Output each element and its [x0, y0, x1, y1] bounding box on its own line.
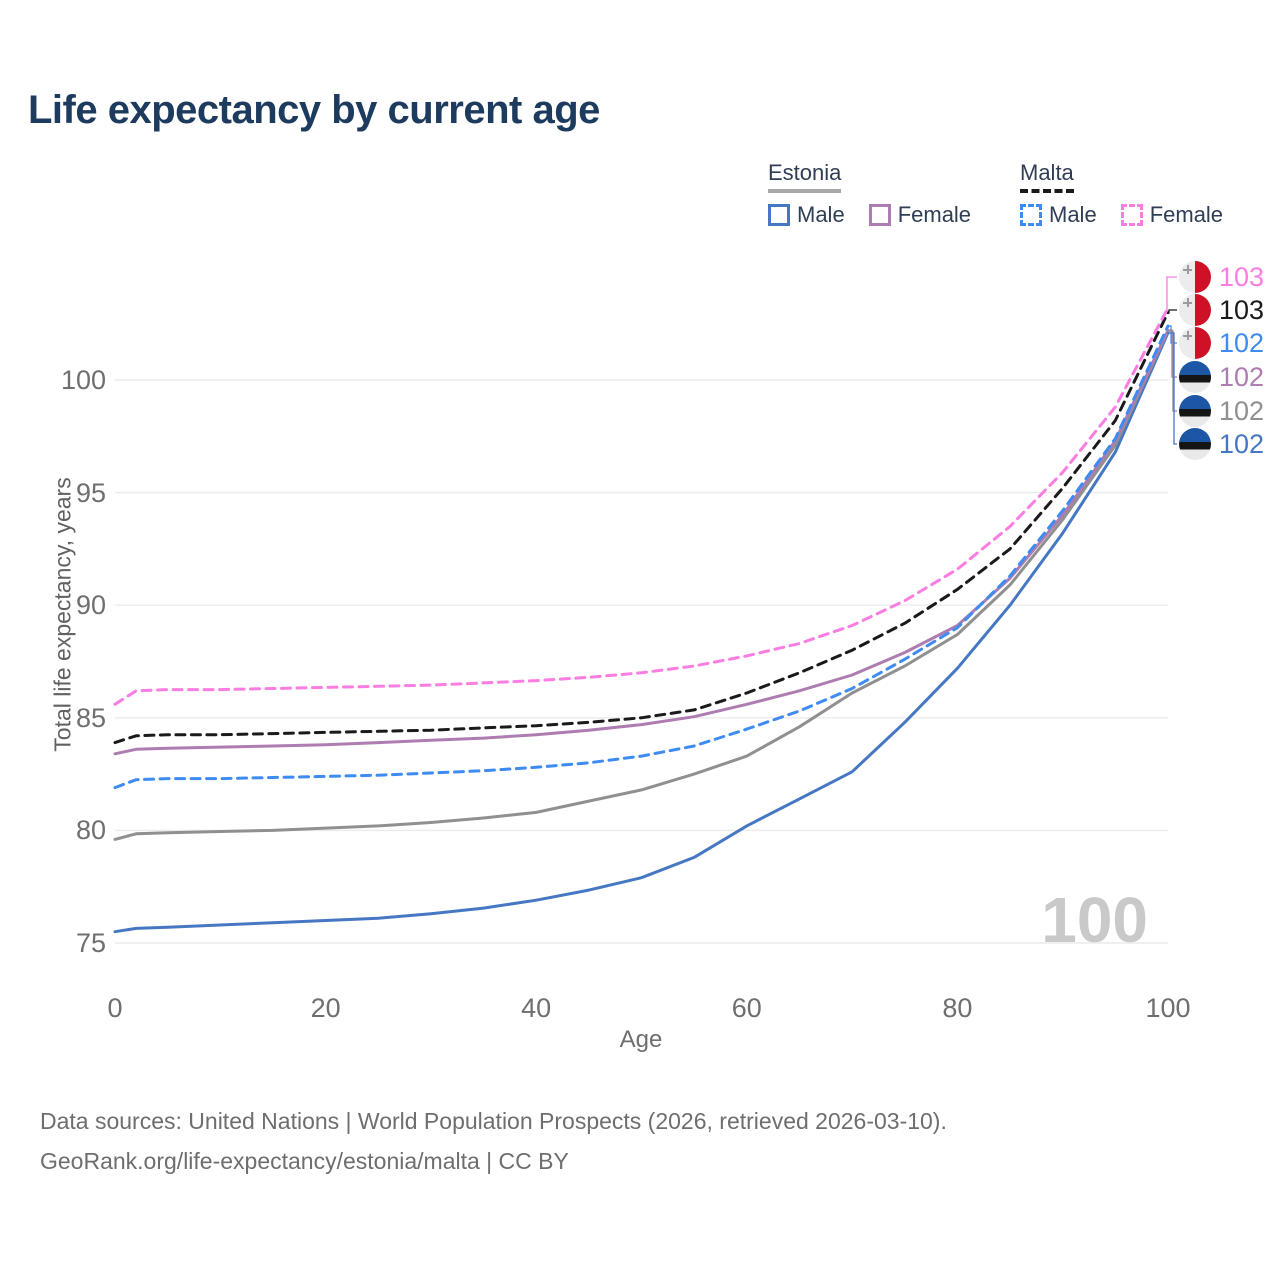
- legend-swatch-icon: [768, 204, 790, 226]
- legend-item-label: Female: [897, 202, 972, 227]
- end-label-row: 102: [1179, 327, 1264, 359]
- legend-item-malta-female[interactable]: Female: [1120, 202, 1224, 228]
- x-tick-label-60: 60: [731, 993, 762, 1023]
- x-tick-label-0: 0: [107, 993, 123, 1023]
- end-label-row: 102: [1179, 428, 1264, 460]
- malta-flag-icon: [1179, 261, 1211, 293]
- y-tick-label-85: 85: [75, 702, 106, 733]
- legend-item-estonia-female[interactable]: Female: [868, 202, 972, 228]
- footer-data-sources: Data sources: United Nations | World Pop…: [40, 1108, 947, 1134]
- end-label-value: 103: [1219, 261, 1265, 292]
- george-cross-icon: [1183, 331, 1192, 340]
- legend-swatch-icon: [1020, 204, 1042, 226]
- end-label-value: 102: [1219, 395, 1265, 426]
- end-label-connector: [1167, 329, 1177, 378]
- estonia-flag-icon: [1179, 395, 1211, 427]
- x-tick-label-20: 20: [310, 993, 341, 1023]
- end-label-value: 103: [1219, 294, 1265, 325]
- end-label-row: 102: [1179, 395, 1264, 427]
- age-counter-watermark: 100: [1041, 884, 1148, 956]
- malta-flag-icon: [1179, 294, 1211, 326]
- x-tick-label-100: 100: [1145, 993, 1191, 1023]
- end-label-value: 102: [1219, 428, 1265, 459]
- end-label-connector: [1167, 309, 1177, 314]
- y-tick-label-80: 80: [75, 815, 106, 846]
- x-axis-title: Age: [619, 1026, 663, 1053]
- george-cross-icon: [1183, 298, 1192, 307]
- series-line-malta-male: [113, 324, 1170, 790]
- y-tick-label-90: 90: [75, 590, 106, 621]
- series-line-estonia-both-sexes: [113, 329, 1170, 841]
- end-label-row: 103: [1179, 261, 1264, 293]
- end-label-row: 103: [1179, 294, 1264, 326]
- estonia-flag-icon: [1179, 361, 1211, 393]
- end-label-connector: [1167, 332, 1177, 445]
- y-tick-label-75: 75: [75, 928, 106, 958]
- estonia-flag-icon: [1179, 428, 1211, 460]
- end-label-value: 102: [1219, 327, 1265, 358]
- end-label-value: 102: [1219, 361, 1265, 392]
- series-line-estonia-male: [113, 331, 1170, 934]
- page-title: Life expectancy by current age: [28, 88, 600, 132]
- george-cross-icon: [1183, 265, 1192, 274]
- legend-items-malta: Male Female: [1020, 202, 1247, 228]
- legend-header-malta[interactable]: Malta: [1020, 160, 1074, 193]
- footer-attribution: GeoRank.org/life-expectancy/estonia/malt…: [40, 1148, 569, 1174]
- legend-header-estonia[interactable]: Estonia: [768, 160, 842, 193]
- series-line-malta-female: [113, 306, 1170, 706]
- y-tick-label-100: 100: [60, 365, 106, 395]
- legend-item-label: Female: [1149, 202, 1224, 227]
- y-tick-label-95: 95: [75, 477, 106, 508]
- legend-swatch-icon: [868, 204, 891, 226]
- legend-swatch-icon: [1120, 204, 1143, 226]
- series-line-malta-both-sexes: [113, 310, 1170, 745]
- x-tick-label-40: 40: [521, 993, 552, 1023]
- legend-items-estonia: Male Female: [768, 202, 995, 228]
- end-label-connector: [1166, 276, 1177, 310]
- x-tick-label-80: 80: [942, 993, 973, 1023]
- legend-group-malta: Malta Male Female: [1020, 160, 1247, 228]
- malta-flag-icon: [1179, 327, 1211, 359]
- legend-item-label: Male: [1049, 202, 1097, 227]
- legend-item-label: Male: [797, 202, 845, 227]
- legend-item-malta-male[interactable]: Male: [1020, 202, 1097, 228]
- end-label-connector: [1167, 330, 1177, 412]
- series-line-estonia-female: [113, 329, 1170, 756]
- legend-item-estonia-male[interactable]: Male: [768, 202, 845, 228]
- end-label-row: 102: [1179, 361, 1264, 393]
- legend-group-estonia: Estonia Male Female: [768, 160, 995, 228]
